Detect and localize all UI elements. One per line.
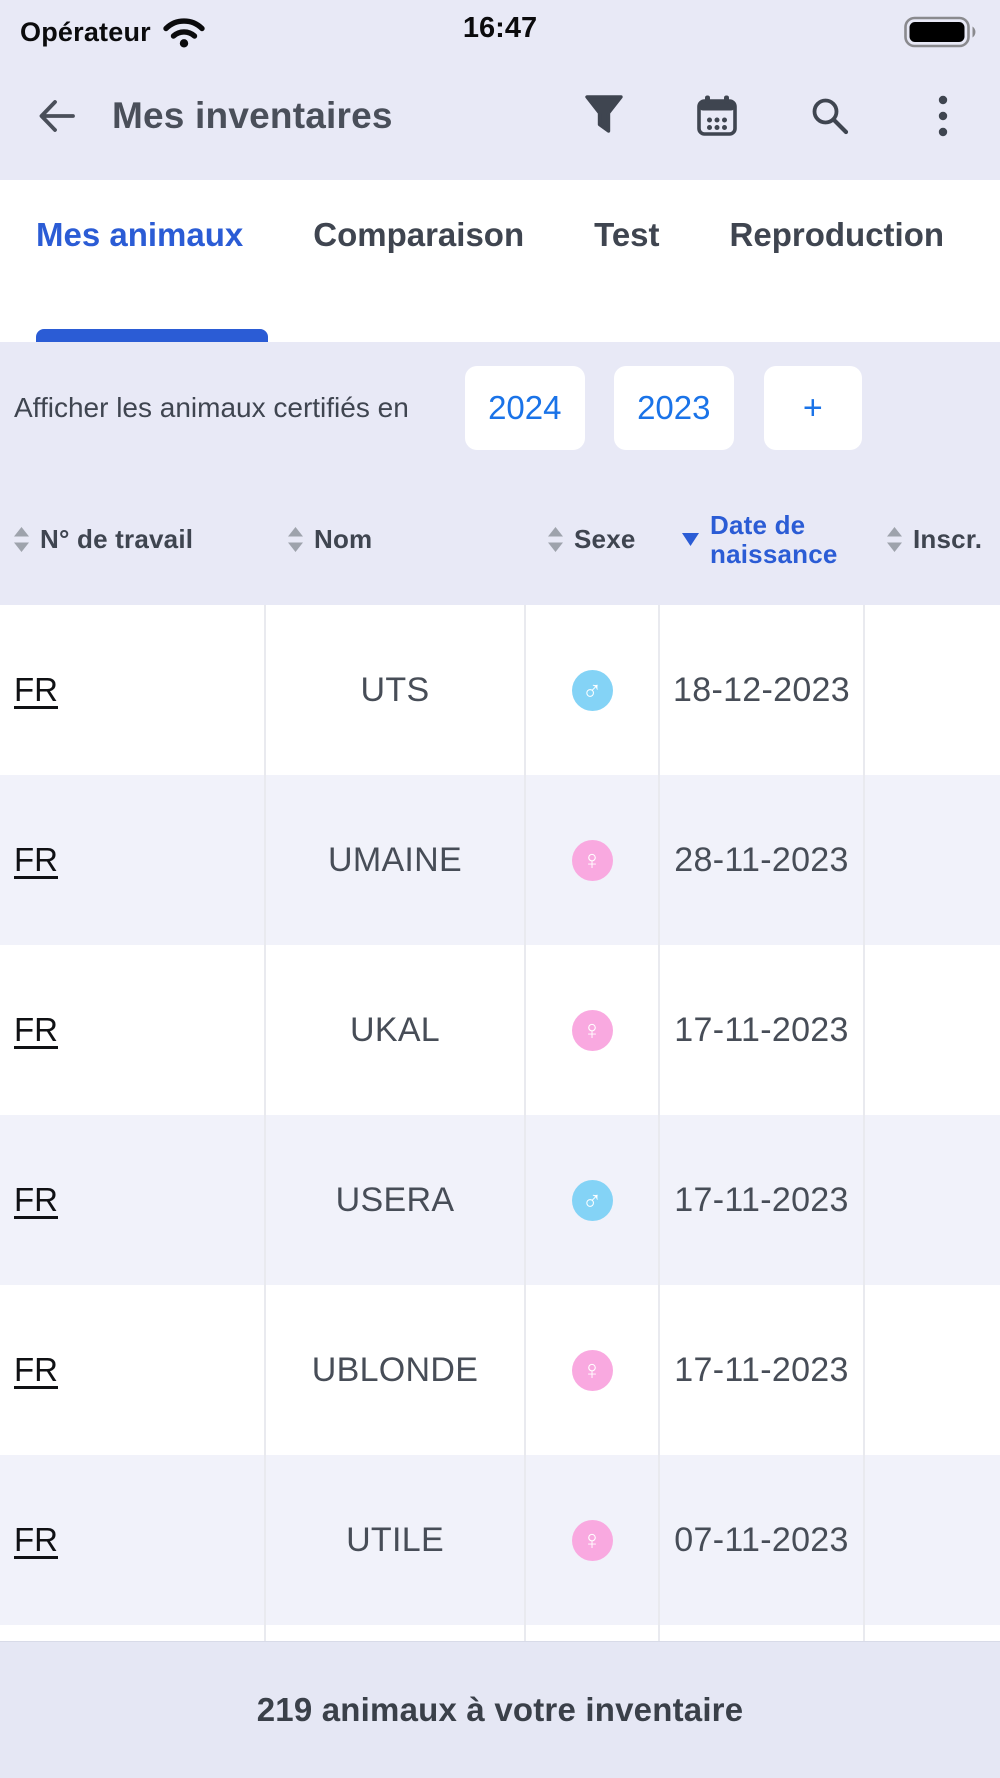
column-header-name[interactable]: Nom	[266, 524, 526, 555]
inventory-summary-footer: 219 animaux à votre inventaire	[0, 1641, 1000, 1778]
sex-cell: ♀	[526, 945, 660, 1115]
table-row: FR UMAINE ♀ 28-11-2023	[0, 775, 1000, 945]
clock: 16:47	[462, 12, 538, 44]
table-row: FR USERA ♂ 17-11-2023	[0, 1115, 1000, 1285]
inscription-cell	[865, 1115, 1000, 1285]
table-row: FR UKAL ♀ 17-11-2023	[0, 945, 1000, 1115]
active-tab-indicator	[36, 329, 268, 342]
name-cell: UBLONDE	[266, 1285, 526, 1455]
wifi-icon	[161, 15, 207, 49]
tab-test[interactable]: Test	[594, 216, 660, 253]
tab-bar: Mes animaux Comparaison Test Reproductio…	[0, 180, 1000, 342]
column-label: N° de travail	[40, 524, 194, 554]
birth-date-cell: 18-12-2023	[660, 605, 865, 775]
filter-funnel-icon	[583, 94, 625, 138]
sort-icon	[288, 527, 303, 552]
column-header-sex[interactable]: Sexe	[526, 524, 660, 555]
carrier-label: Opérateur	[20, 16, 151, 47]
birth-date-cell: 17-11-2023	[660, 1285, 865, 1455]
search-icon	[808, 94, 852, 138]
year-filter-row: Afficher les animaux certifiés en 2024 2…	[0, 342, 1000, 474]
year-2024-button[interactable]: 2024	[464, 366, 585, 450]
work-number-link[interactable]: FR	[14, 1351, 58, 1388]
navbar-actions	[581, 93, 966, 139]
work-number-link[interactable]: FR	[14, 1011, 58, 1048]
table-row: FR UBLONDE ♀ 17-11-2023	[0, 1285, 1000, 1455]
birth-date-cell: 17-11-2023	[660, 945, 865, 1115]
sex-cell: ♀	[526, 1455, 660, 1625]
sort-icon	[548, 527, 563, 552]
column-label: Nom	[314, 524, 373, 554]
female-icon: ♀	[571, 1349, 613, 1391]
status-bar: Opérateur 16:47	[0, 0, 1000, 58]
work-number-cell: FR	[0, 1115, 266, 1285]
tab-reproduction[interactable]: Reproduction	[729, 216, 945, 253]
column-label: Sexe	[574, 524, 636, 554]
work-number-link[interactable]: FR	[14, 671, 58, 708]
name-cell: UTS	[266, 605, 526, 775]
add-year-button[interactable]: +	[763, 366, 862, 450]
tab-mes-animaux[interactable]: Mes animaux	[36, 216, 244, 253]
inscription-cell	[865, 775, 1000, 945]
sex-cell: ♀	[526, 1285, 660, 1455]
name-cell: UMAINE	[266, 775, 526, 945]
tab-comparaison[interactable]: Comparaison	[313, 216, 525, 253]
table-row: FR UTS ♂ 18-12-2023	[0, 605, 1000, 775]
sort-icon	[887, 527, 902, 552]
inscription-cell	[865, 1285, 1000, 1455]
navbar: Mes inventaires	[0, 58, 1000, 180]
table-header-row: N° de travail Nom Sexe	[0, 474, 1000, 605]
work-number-cell: FR	[0, 775, 266, 945]
filter-button[interactable]	[581, 93, 627, 139]
birth-date-cell: 17-11-2023	[660, 1115, 865, 1285]
work-number-link[interactable]: FR	[14, 1181, 58, 1218]
work-number-cell: FR	[0, 605, 266, 775]
animal-table-body: FR UTS ♂ 18-12-2023 FR UMAINE ♀ 28-11-20…	[0, 605, 1000, 1641]
sex-cell: ♀	[526, 775, 660, 945]
sex-cell: ♂	[526, 1115, 660, 1285]
column-header-work-number[interactable]: N° de travail	[0, 524, 266, 555]
female-icon: ♀	[571, 839, 613, 881]
kebab-menu-icon	[938, 95, 948, 137]
name-cell: UKAL	[266, 945, 526, 1115]
sex-cell: ♂	[526, 605, 660, 775]
work-number-cell: FR	[0, 945, 266, 1115]
birth-date-cell: 07-11-2023	[660, 1455, 865, 1625]
sort-icon	[14, 527, 29, 552]
name-cell: USERA	[266, 1115, 526, 1285]
back-button[interactable]	[30, 90, 82, 142]
column-header-birth-date[interactable]: Date de naissance	[660, 510, 865, 569]
female-icon: ♀	[571, 1519, 613, 1561]
column-label: Inscr.	[913, 524, 983, 554]
year-filter-label: Afficher les animaux certifiés en	[14, 392, 409, 423]
inscription-cell	[865, 945, 1000, 1115]
partial-next-row	[0, 1625, 1000, 1641]
column-label: Date de naissance	[710, 510, 838, 569]
name-cell: UTILE	[266, 1455, 526, 1625]
work-number-link[interactable]: FR	[14, 1521, 58, 1558]
table-row: FR UTILE ♀ 07-11-2023	[0, 1455, 1000, 1625]
calendar-icon	[694, 93, 740, 139]
inventory-count-text: 219 animaux à votre inventaire	[256, 1691, 744, 1728]
back-arrow-icon	[33, 93, 79, 139]
male-icon: ♂	[571, 669, 613, 711]
birth-date-cell: 28-11-2023	[660, 775, 865, 945]
inscription-cell	[865, 605, 1000, 775]
work-number-cell: FR	[0, 1455, 266, 1625]
female-icon: ♀	[571, 1009, 613, 1051]
work-number-cell: FR	[0, 1285, 266, 1455]
column-header-inscription[interactable]: Inscr.	[865, 524, 1000, 555]
page-title: Mes inventaires	[112, 95, 393, 136]
search-button[interactable]	[807, 93, 853, 139]
male-icon: ♂	[571, 1179, 613, 1221]
sort-desc-icon	[682, 533, 699, 546]
calendar-button[interactable]	[694, 93, 740, 139]
inscription-cell	[865, 1455, 1000, 1625]
overflow-menu-button[interactable]	[920, 93, 966, 139]
work-number-link[interactable]: FR	[14, 841, 58, 878]
battery-full-icon	[904, 16, 978, 48]
filter-and-header-band: Afficher les animaux certifiés en 2024 2…	[0, 342, 1000, 605]
year-2023-button[interactable]: 2023	[613, 366, 734, 450]
